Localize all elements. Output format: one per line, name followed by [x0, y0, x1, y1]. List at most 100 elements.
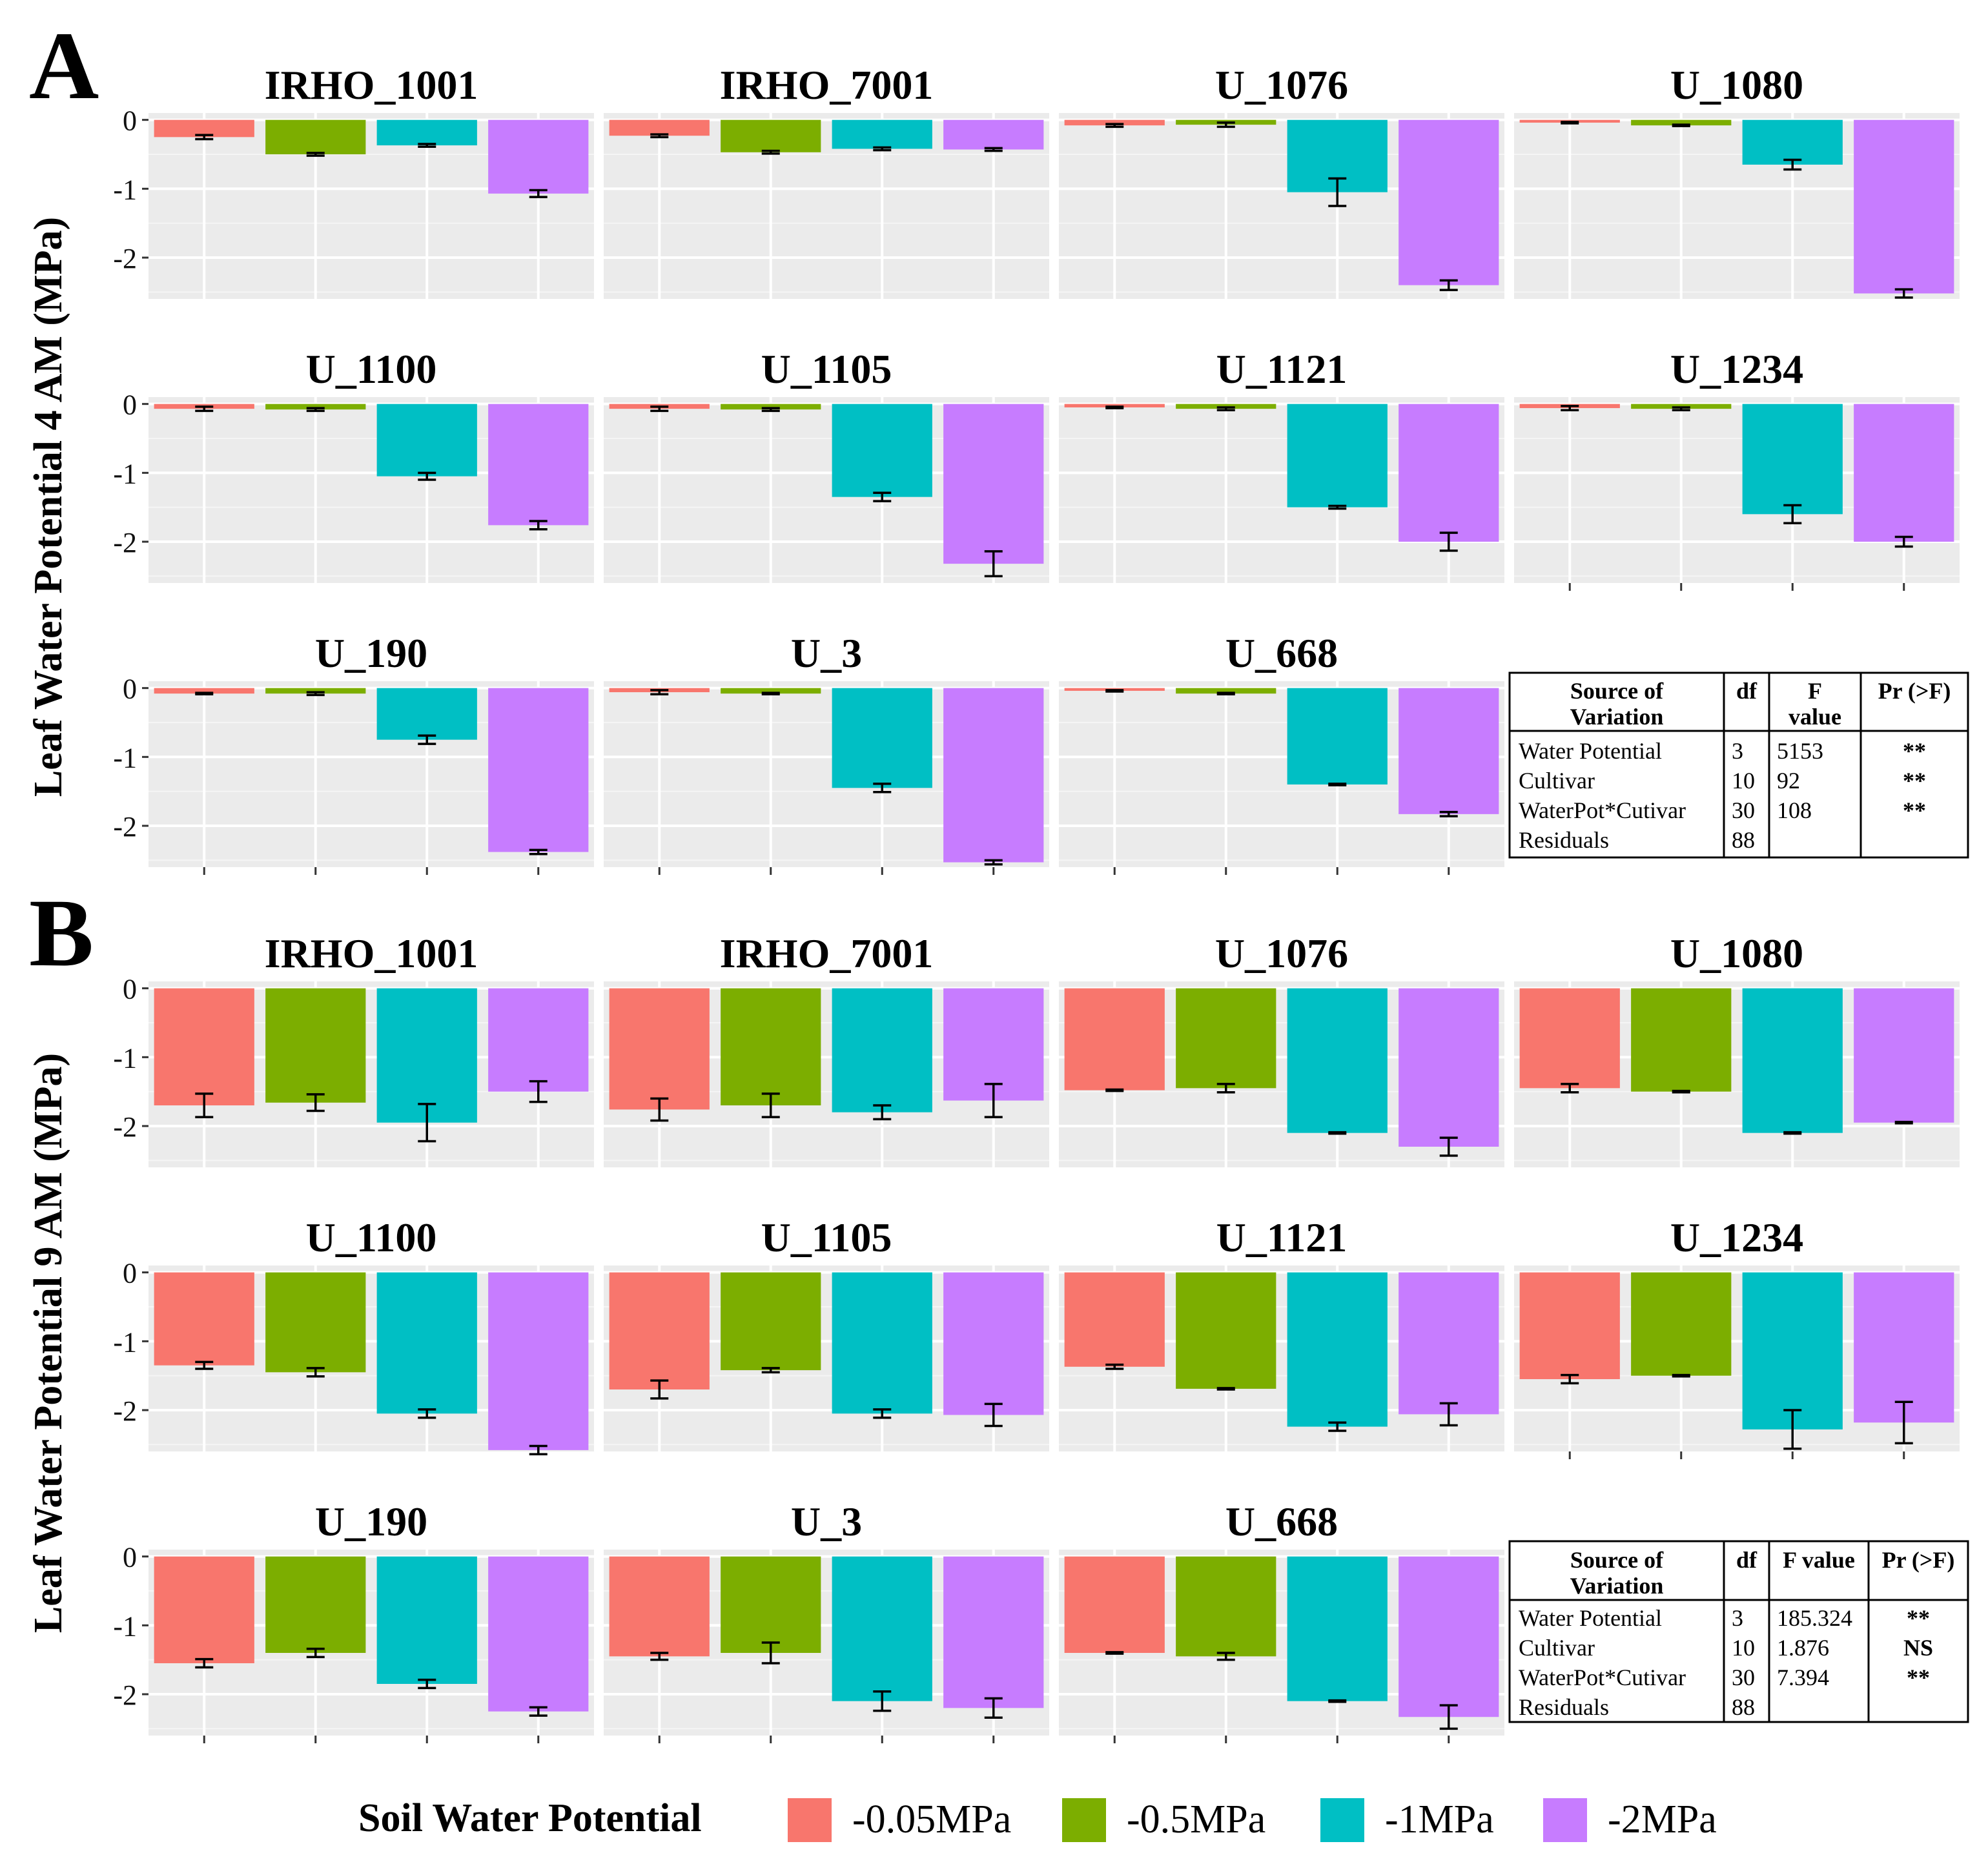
bar--0.05MPa: [609, 1272, 710, 1389]
bar--0.5MPa: [1176, 1556, 1276, 1657]
error-bar: [1672, 1373, 1690, 1378]
error-bar: [1672, 123, 1690, 128]
error-bar: [1439, 531, 1458, 552]
y-tick-label: 0: [123, 105, 137, 137]
error-bar: [529, 520, 548, 531]
facet-u-190: U_190 0 -1 -2: [113, 1499, 594, 1743]
bar--2MPa: [1399, 988, 1499, 1147]
bar--2MPa: [488, 688, 589, 852]
legend-item: -2MPa: [1543, 1798, 1717, 1842]
y-tick-label: -2: [113, 1395, 137, 1427]
anova-a-header-source-line2: Variation: [1570, 704, 1664, 730]
bar--2MPa: [488, 119, 589, 194]
anova-cell: Cultivar: [1519, 768, 1595, 794]
error-bar: [195, 405, 214, 413]
anova-a-header-f-line1: F: [1808, 678, 1822, 704]
error-bar: [1216, 121, 1235, 128]
y-tick-label: -2: [113, 1679, 137, 1711]
facet-panels: IRHO_1001 0 -1 -2 IRHO_7001 U_1076 U_1080 U_110…: [113, 62, 1960, 1743]
error-bar: [529, 1706, 548, 1717]
facet-title: U_3: [791, 1499, 862, 1544]
bar--2MPa: [1854, 119, 1954, 294]
anova-a-header-source-line1: Source of: [1570, 678, 1664, 704]
anova-cell: 185.324: [1777, 1605, 1852, 1631]
facet-title: IRHO_7001: [720, 62, 934, 108]
bar--1MPa: [1742, 119, 1843, 165]
anova-cell: 3: [1732, 1605, 1743, 1631]
legend-label: -0.5MPa: [1127, 1798, 1266, 1841]
anova-cell: **: [1903, 738, 1926, 764]
anova-table-a: Source of Variation df F value Pr (>F) W…: [1508, 671, 1969, 859]
error-bar: [306, 1367, 325, 1378]
error-bar: [1105, 1088, 1124, 1092]
facet-irho-7001: IRHO_7001: [604, 930, 1049, 1167]
y-tick-label: 0: [123, 1258, 137, 1289]
facet-irho-1001: IRHO_1001 0 -1 -2: [113, 930, 594, 1167]
facet-u-668: U_668: [1059, 1499, 1504, 1743]
facet-u-3: U_3: [604, 1499, 1049, 1743]
error-bar: [984, 1402, 1003, 1428]
error-bar: [1328, 1699, 1347, 1703]
bar--1MPa: [832, 1556, 932, 1701]
anova-b-header-source-line1: Source of: [1570, 1547, 1664, 1573]
bar--0.05MPa: [609, 119, 710, 136]
error-bar: [1216, 1387, 1235, 1391]
error-bar: [1216, 692, 1235, 696]
anova-a-body: Water Potential 3 5153 ** Cultivar 10 92 ** Wate…: [1519, 738, 1926, 853]
facet-u-1076: U_1076: [1059, 62, 1504, 299]
bar--2MPa: [943, 404, 1044, 564]
bar--2MPa: [488, 404, 589, 526]
y-axis-title-a: Leaf Water Potential 4 AM (MPa): [26, 217, 70, 797]
legend: Soil Water Potential -0.05MPa -0.5MPa -1MP…: [358, 1796, 1717, 1842]
anova-a-header-df: df: [1736, 678, 1757, 704]
error-bar: [1328, 1131, 1347, 1135]
bar--2MPa: [488, 1556, 589, 1712]
y-tick-label: -2: [113, 1111, 137, 1143]
anova-cell: 30: [1732, 797, 1755, 823]
error-bar: [650, 689, 669, 696]
error-bar: [529, 1080, 548, 1103]
error-bar: [984, 859, 1003, 866]
legend-label: -0.05MPa: [852, 1798, 1011, 1841]
bar--0.05MPa: [154, 1556, 254, 1663]
bar--1MPa: [832, 404, 932, 497]
error-bar: [418, 1103, 436, 1143]
bar--1MPa: [832, 988, 932, 1112]
bar--0.05MPa: [1519, 988, 1620, 1089]
legend-items: -0.05MPa -0.5MPa -1MPa -2MPa: [788, 1798, 1717, 1842]
facet-irho-1001: IRHO_1001 0 -1 -2: [113, 62, 594, 299]
error-bar: [1105, 689, 1124, 693]
facet-title: U_668: [1225, 630, 1338, 676]
bar--0.5MPa: [265, 1556, 366, 1653]
facet-u-1076: U_1076: [1059, 930, 1504, 1167]
bar--0.05MPa: [1064, 988, 1165, 1091]
error-bar: [650, 133, 669, 139]
error-bar: [1328, 1421, 1347, 1432]
anova-b-header-df: df: [1736, 1547, 1757, 1573]
facet-u-1080: U_1080: [1514, 930, 1960, 1167]
bar--2MPa: [1399, 404, 1499, 542]
error-bar: [418, 1408, 436, 1419]
legend-label: -1MPa: [1385, 1798, 1494, 1841]
error-bar: [1672, 406, 1690, 412]
bar--1MPa: [376, 404, 477, 477]
bar--0.05MPa: [154, 1272, 254, 1366]
error-bar: [984, 147, 1003, 152]
anova-cell: Water Potential: [1519, 738, 1662, 764]
error-bar: [761, 1641, 780, 1665]
facet-u-1105: U_1105: [604, 346, 1049, 583]
bar--1MPa: [376, 119, 477, 146]
bar--0.5MPa: [265, 688, 366, 694]
facet-title: U_1100: [306, 346, 437, 392]
facet-title: U_1121: [1216, 1214, 1348, 1260]
y-tick-label: -1: [113, 1042, 137, 1074]
error-bar: [195, 692, 214, 696]
error-bar: [761, 149, 780, 155]
bar--0.05MPa: [154, 688, 254, 694]
bar--2MPa: [1399, 1272, 1499, 1415]
bar--0.5MPa: [265, 988, 366, 1103]
error-bar: [1216, 406, 1235, 412]
legend-swatch: [1320, 1798, 1364, 1842]
error-bar: [1561, 121, 1579, 125]
